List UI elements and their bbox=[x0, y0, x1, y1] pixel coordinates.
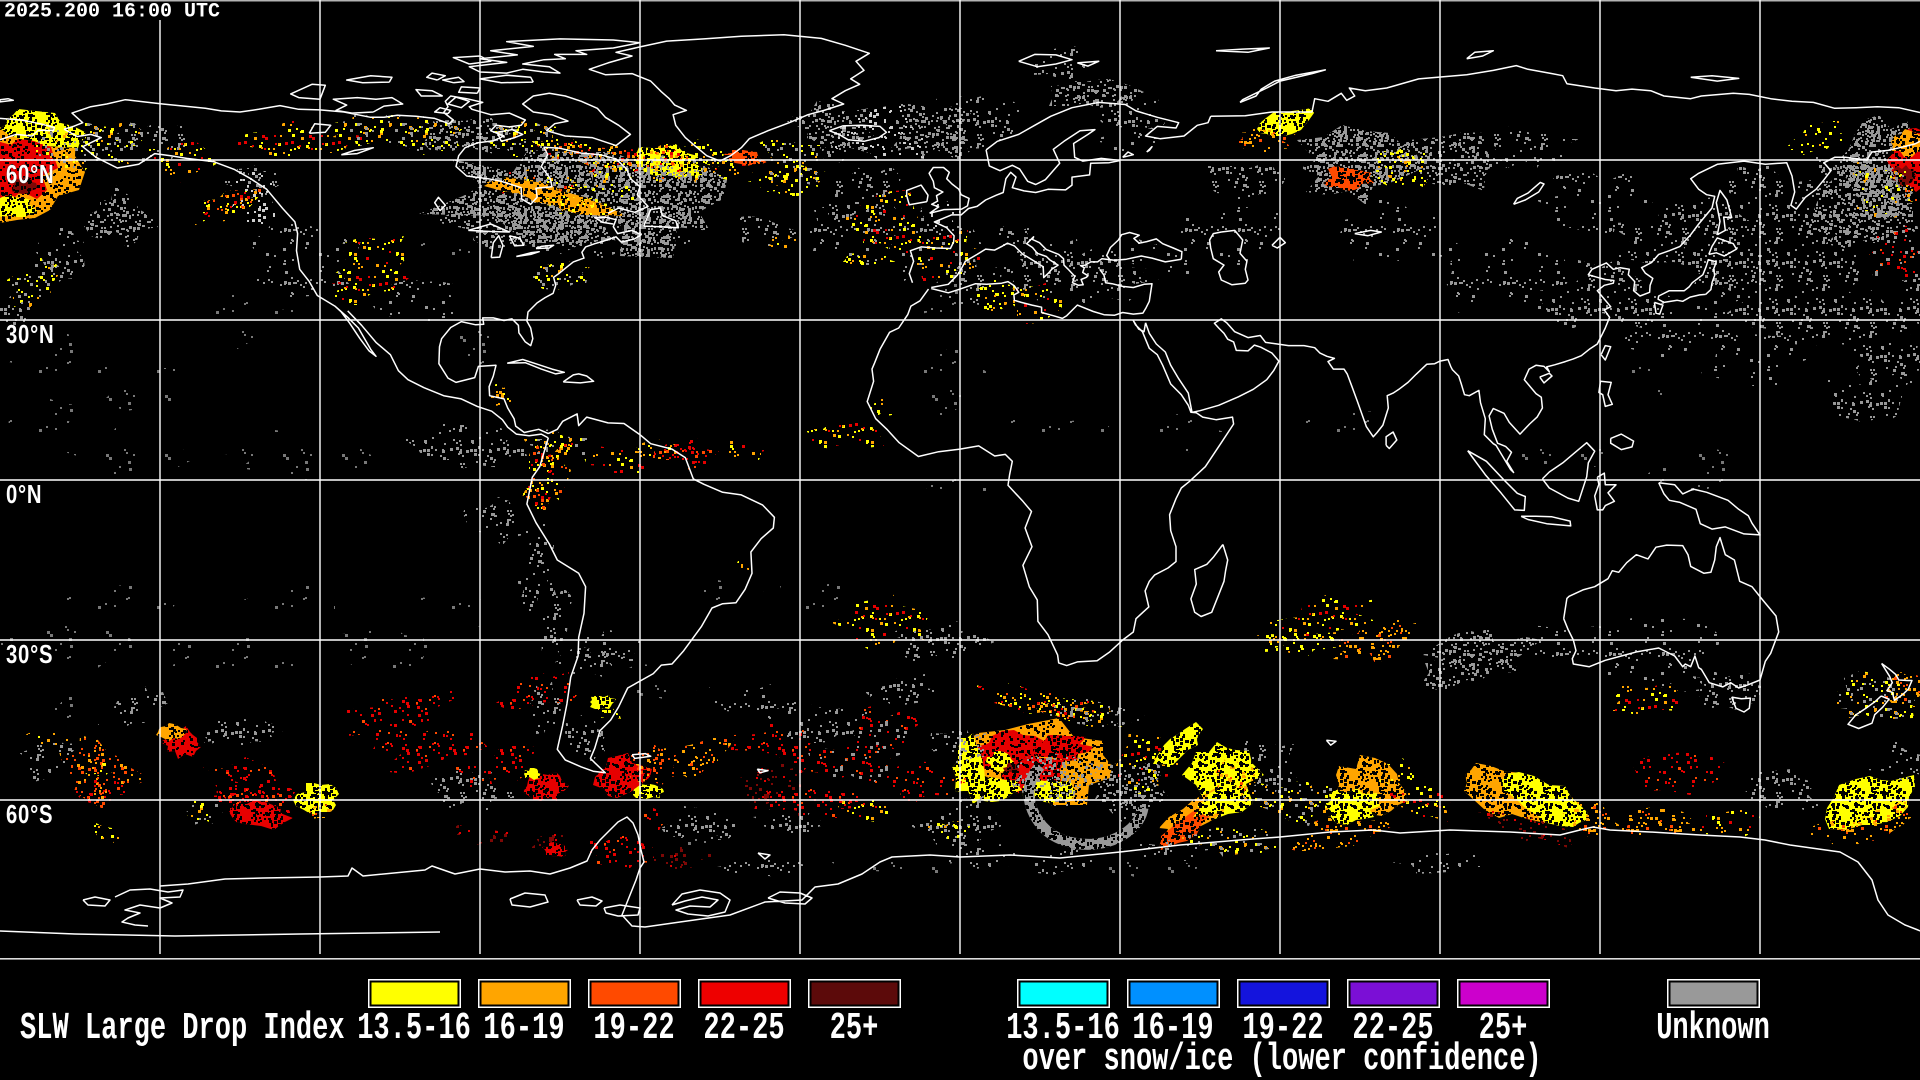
svg-text:60°S: 60°S bbox=[6, 800, 53, 829]
svg-text:Unknown: Unknown bbox=[1656, 1007, 1770, 1050]
svg-text:2025.200 16:00 UTC: 2025.200 16:00 UTC bbox=[4, 1, 220, 24]
svg-text:16-19: 16-19 bbox=[483, 1007, 564, 1050]
svg-text:30°N: 30°N bbox=[6, 320, 54, 349]
svg-text:30°S: 30°S bbox=[6, 640, 53, 669]
svg-text:SLW Large Drop Index: SLW Large Drop Index bbox=[20, 1007, 345, 1050]
svg-text:over snow/ice (lower confidenc: over snow/ice (lower confidence) bbox=[1022, 1038, 1541, 1080]
svg-text:13.5-16: 13.5-16 bbox=[1006, 1007, 1120, 1050]
svg-text:13.5-16: 13.5-16 bbox=[357, 1007, 471, 1050]
svg-text:60°N: 60°N bbox=[6, 160, 54, 189]
svg-text:25+: 25+ bbox=[1479, 1007, 1528, 1050]
svg-text:0°N: 0°N bbox=[6, 480, 42, 509]
svg-text:22-25: 22-25 bbox=[703, 1007, 784, 1050]
svg-text:16-19: 16-19 bbox=[1132, 1007, 1213, 1050]
svg-text:19-22: 19-22 bbox=[1242, 1007, 1323, 1050]
svg-text:22-25: 22-25 bbox=[1352, 1007, 1433, 1050]
svg-text:19-22: 19-22 bbox=[593, 1007, 674, 1050]
svg-text:25+: 25+ bbox=[830, 1007, 879, 1050]
